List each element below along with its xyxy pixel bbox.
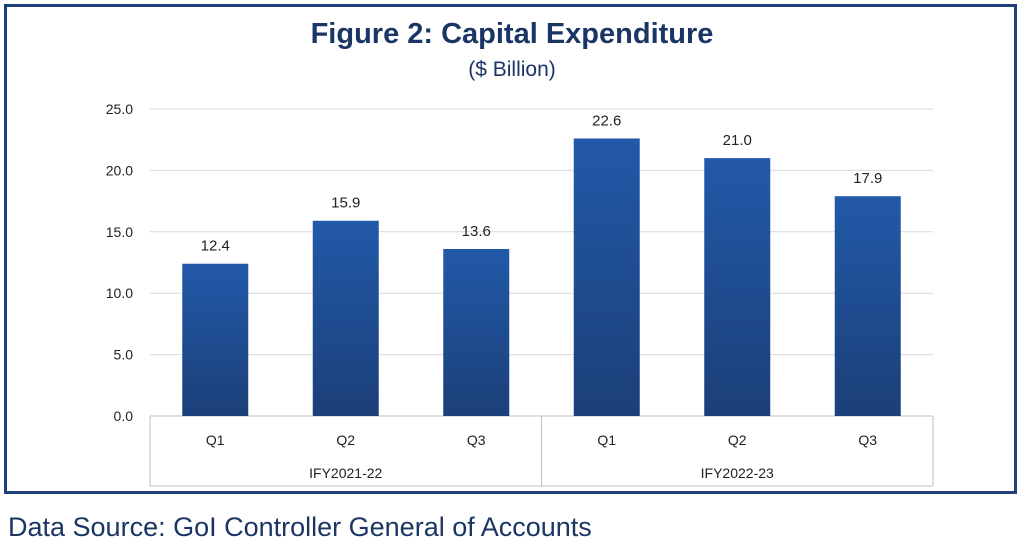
x-tick-label: Q1 <box>597 432 616 448</box>
y-tick-label: 5.0 <box>114 347 134 363</box>
y-tick-label: 25.0 <box>106 101 133 117</box>
x-tick-label: Q1 <box>206 432 225 448</box>
y-tick-label: 20.0 <box>106 162 133 178</box>
x-tick-label: Q2 <box>728 432 747 448</box>
x-tick-label: Q2 <box>336 432 355 448</box>
chart-title: Figure 2: Capital Expenditure <box>310 18 714 50</box>
data-source-note: Data Source: GoI Controller General of A… <box>8 512 592 542</box>
x-tick-label: Q3 <box>858 432 877 448</box>
data-label: 17.9 <box>853 170 882 187</box>
y-tick-label: 10.0 <box>106 285 133 301</box>
data-label: 12.4 <box>201 238 230 255</box>
chart-subtitle: ($ Billion) <box>468 58 556 81</box>
bar-chart: 12.4 15.9 13.6 22.6 21.0 17.9 0.0 5.0 10.0 15.0 2… <box>106 101 934 487</box>
bar <box>312 220 379 416</box>
y-tick-label: 15.0 <box>106 224 133 240</box>
bar <box>443 248 510 416</box>
bar <box>573 138 640 417</box>
bar <box>704 158 771 416</box>
data-label: 13.6 <box>462 223 491 240</box>
data-label: 22.6 <box>592 112 621 129</box>
group-label: IFY2022-23 <box>701 465 774 481</box>
y-tick-label: 0.0 <box>114 408 134 424</box>
data-label: 15.9 <box>331 195 360 212</box>
data-label: 21.0 <box>723 132 752 149</box>
x-tick-label: Q3 <box>467 432 486 448</box>
bar <box>182 263 249 416</box>
bar <box>834 196 901 416</box>
group-label: IFY2021-22 <box>309 465 382 481</box>
